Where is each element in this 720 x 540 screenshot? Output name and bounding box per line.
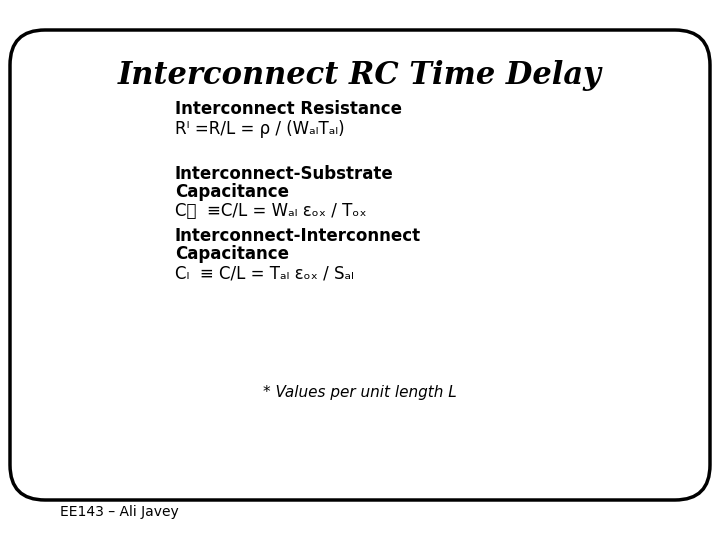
- Text: EE143 – Ali Javey: EE143 – Ali Javey: [60, 505, 179, 519]
- Text: Capacitance: Capacitance: [175, 245, 289, 263]
- Text: * Values per unit length L: * Values per unit length L: [263, 385, 457, 400]
- Text: Capacitance: Capacitance: [175, 183, 289, 201]
- Text: Interconnect Resistance: Interconnect Resistance: [175, 100, 402, 118]
- Text: Cₗ  ≡ C/L = Tₐₗ εₒₓ / Sₐₗ: Cₗ ≡ C/L = Tₐₗ εₒₓ / Sₐₗ: [175, 264, 354, 282]
- Text: Interconnect-Interconnect: Interconnect-Interconnect: [175, 227, 421, 245]
- Text: Cᵜ  ≡C/L = Wₐₗ εₒₓ / Tₒₓ: Cᵜ ≡C/L = Wₐₗ εₒₓ / Tₒₓ: [175, 202, 366, 220]
- Text: Interconnect-Substrate: Interconnect-Substrate: [175, 165, 394, 183]
- Text: Interconnect RC Time Delay: Interconnect RC Time Delay: [118, 60, 602, 91]
- Text: Rᴵ =R/L = ρ / (WₐₗTₐₗ): Rᴵ =R/L = ρ / (WₐₗTₐₗ): [175, 120, 345, 138]
- FancyBboxPatch shape: [10, 30, 710, 500]
